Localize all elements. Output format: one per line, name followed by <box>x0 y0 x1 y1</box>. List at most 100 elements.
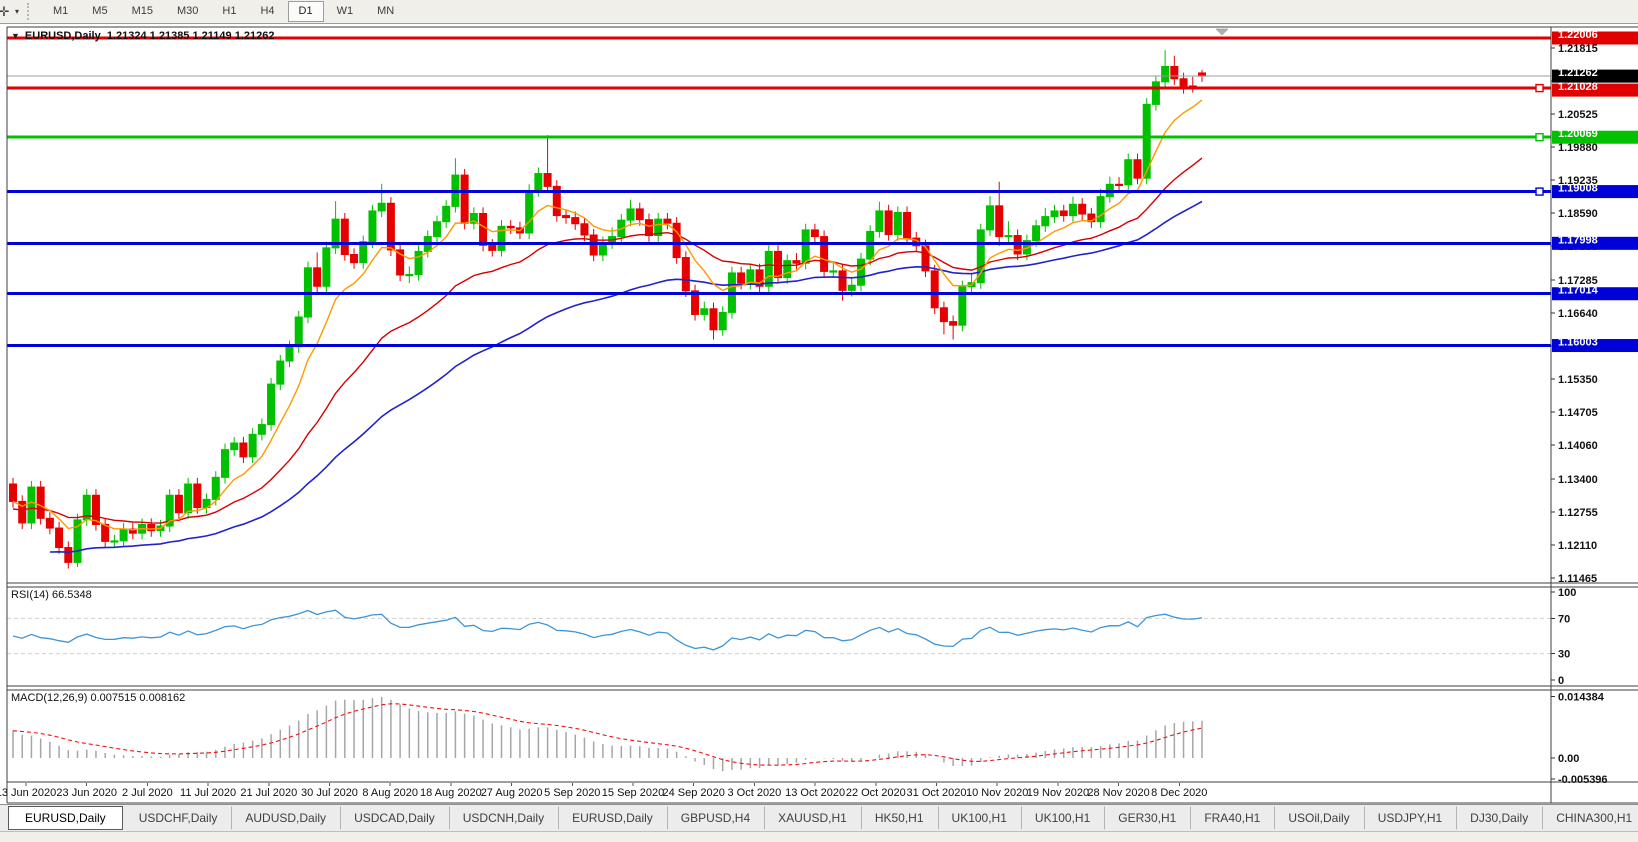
chart-ohlc-values: 1.21324 1.21385 1.21149 1.21262 <box>106 30 275 42</box>
svg-text:0.014384: 0.014384 <box>1558 691 1605 703</box>
tab-4-usdcnh-daily[interactable]: USDCNH,Daily <box>448 806 558 830</box>
svg-text:3 Oct 2020: 3 Oct 2020 <box>727 787 781 799</box>
tf-button-d1[interactable]: D1 <box>287 1 324 22</box>
tf-button-m30[interactable]: M30 <box>176 5 199 17</box>
tab-13-usoil-daily[interactable]: USOil,Daily <box>1274 806 1363 830</box>
svg-text:1.21815: 1.21815 <box>1558 43 1598 55</box>
tf-button-m5[interactable]: M5 <box>92 5 108 17</box>
svg-text:1.19880: 1.19880 <box>1558 142 1598 154</box>
svg-text:1.18590: 1.18590 <box>1558 208 1598 220</box>
svg-text:1.17285: 1.17285 <box>1558 275 1598 287</box>
svg-text:27 Aug 2020: 27 Aug 2020 <box>481 787 543 799</box>
svg-text:1.17014: 1.17014 <box>1558 285 1599 297</box>
svg-text:1.12755: 1.12755 <box>1558 507 1598 519</box>
svg-text:1.13400: 1.13400 <box>1558 474 1598 486</box>
tab-11-ger30-h1[interactable]: GER30,H1 <box>1104 806 1190 830</box>
tab-10-uk100-h1[interactable]: UK100,H1 <box>1020 806 1104 830</box>
chart-title: ▼ EURUSD,Daily 1.21324 1.21385 1.21149 1.… <box>11 30 274 42</box>
rsi-indicator-label: RSI(14) 66.5348 <box>11 589 92 601</box>
svg-text:0: 0 <box>1558 675 1564 687</box>
svg-text:28 Nov 2020: 28 Nov 2020 <box>1087 787 1149 799</box>
tab-5-eurusd-daily[interactable]: EURUSD,Daily <box>558 806 667 830</box>
chart-tabs: EURUSD,Daily USDCHF,Daily AUDUSD,Daily USDC… <box>8 806 1638 830</box>
tab-2-audusd-daily[interactable]: AUDUSD,Daily <box>231 806 340 830</box>
svg-text:1.14060: 1.14060 <box>1558 440 1598 452</box>
tf-button-m15[interactable]: M15 <box>131 5 153 17</box>
svg-text:100: 100 <box>1558 587 1576 599</box>
svg-text:24 Sep 2020: 24 Sep 2020 <box>663 787 725 799</box>
svg-text:11 Jul 2020: 11 Jul 2020 <box>180 787 236 799</box>
svg-text:21 Jul 2020: 21 Jul 2020 <box>240 787 297 799</box>
tab-8-hk50-h1[interactable]: HK50,H1 <box>860 806 938 830</box>
tf-button-h1[interactable]: H1 <box>222 5 237 17</box>
svg-text:8 Aug 2020: 8 Aug 2020 <box>362 787 418 799</box>
horizontal-level-lines[interactable] <box>7 36 1551 348</box>
crosshair-tool-icon[interactable]: ✛ <box>0 3 10 19</box>
svg-text:10 Nov 2020: 10 Nov 2020 <box>966 787 1028 799</box>
pane-borders[interactable] <box>6 26 1638 804</box>
tf-button-h4[interactable]: H4 <box>260 5 275 17</box>
tab-15-dj30-daily[interactable]: DJ30,Daily <box>1456 806 1542 830</box>
svg-text:1.19235: 1.19235 <box>1558 175 1598 187</box>
macd-indicator-label: MACD(12,26,9) 0.007515 0.008162 <box>11 692 186 704</box>
svg-text:0.00: 0.00 <box>1558 753 1579 765</box>
svg-text:1.19008: 1.19008 <box>1558 183 1598 195</box>
svg-text:1.22006: 1.22006 <box>1558 29 1598 41</box>
rsi-guide-lines <box>7 617 1551 655</box>
svg-text:13 Jun 2020: 13 Jun 2020 <box>0 787 56 799</box>
tab-1-usdchf-daily[interactable]: USDCHF,Daily <box>138 811 218 825</box>
svg-text:1.17998: 1.17998 <box>1558 234 1598 246</box>
tab-16-china300-h1[interactable]: CHINA300,H1 <box>1542 806 1638 830</box>
svg-text:19 Nov 2020: 19 Nov 2020 <box>1027 787 1089 799</box>
symbol-dropdown-icon[interactable]: ▼ <box>11 31 20 41</box>
tab-6-gbpusd-h4[interactable]: GBPUSD,H4 <box>666 806 764 830</box>
svg-text:15 Sep 2020: 15 Sep 2020 <box>602 787 664 799</box>
tab-14-usdjpy-h1[interactable]: USDJPY,H1 <box>1363 806 1456 830</box>
chart-symbol-label: EURUSD,Daily <box>24 30 101 42</box>
svg-text:1.11465: 1.11465 <box>1558 573 1597 585</box>
svg-text:1.21028: 1.21028 <box>1558 81 1598 93</box>
chart-tabbar: EURUSD,Daily USDCHF,Daily AUDUSD,Daily USDC… <box>0 804 1638 831</box>
svg-text:23 Jun 2020: 23 Jun 2020 <box>56 787 117 799</box>
toolbar-grip[interactable] <box>27 3 33 20</box>
tf-button-m1[interactable]: M1 <box>53 5 69 17</box>
svg-text:70: 70 <box>1558 613 1570 625</box>
svg-text:18 Aug 2020: 18 Aug 2020 <box>420 787 482 799</box>
svg-text:30: 30 <box>1558 649 1570 661</box>
svg-text:1.16003: 1.16003 <box>1558 337 1598 349</box>
toolbar-dropdown-icon[interactable]: ▾ <box>15 7 20 16</box>
svg-text:-0.005396: -0.005396 <box>1558 774 1608 786</box>
chart-panes-background <box>7 27 1638 803</box>
top-toolbar: ✛ ▾ M1 M5 M15 M30 H1 H4 D1 W1 MN <box>0 0 1638 24</box>
svg-text:1.21262: 1.21262 <box>1558 67 1598 79</box>
chart-shift-marker <box>1215 28 1229 36</box>
tab-3-usdcad-daily[interactable]: USDCAD,Daily <box>340 806 449 830</box>
tf-button-mn[interactable]: MN <box>377 5 395 17</box>
tab-0-eurusd-daily[interactable]: EURUSD,Daily <box>8 806 123 830</box>
rsi-line <box>12 609 1203 651</box>
svg-text:1.12110: 1.12110 <box>1558 540 1597 552</box>
timeframe-buttons: M1 M5 M15 M30 H1 H4 D1 W1 MN <box>41 0 406 23</box>
svg-text:13 Oct 2020: 13 Oct 2020 <box>785 787 845 799</box>
moving-average-lines <box>12 99 1203 554</box>
price-scale[interactable]: 1.218151.211701.205251.198801.192351.185… <box>1551 29 1638 786</box>
svg-text:1.16640: 1.16640 <box>1558 308 1598 320</box>
status-bar <box>0 831 1638 842</box>
svg-text:22 Oct 2020: 22 Oct 2020 <box>846 787 906 799</box>
tab-12-fra40-h1[interactable]: FRA40,H1 <box>1190 806 1274 830</box>
tab-7-xauusd-h1[interactable]: XAUUSD,H1 <box>764 806 861 830</box>
svg-text:2 Jul 2020: 2 Jul 2020 <box>122 787 173 799</box>
date-scale[interactable]: 13 Jun 2020 23 Jun 2020 2 Jul 2020 11 Jul 2… <box>0 783 1207 799</box>
svg-text:31 Oct 2020: 31 Oct 2020 <box>907 787 967 799</box>
svg-text:30 Jul 2020: 30 Jul 2020 <box>301 787 358 799</box>
svg-text:1.20525: 1.20525 <box>1558 109 1598 121</box>
svg-text:1.15350: 1.15350 <box>1558 374 1598 386</box>
svg-text:5 Sep 2020: 5 Sep 2020 <box>544 787 600 799</box>
svg-text:1.14705: 1.14705 <box>1558 407 1598 419</box>
tab-9-uk100-h1[interactable]: UK100,H1 <box>937 806 1021 830</box>
svg-text:1.20069: 1.20069 <box>1558 128 1598 140</box>
svg-text:8 Dec 2020: 8 Dec 2020 <box>1151 787 1207 799</box>
tf-button-w1[interactable]: W1 <box>336 5 354 17</box>
macd-histogram-and-signal <box>12 696 1203 772</box>
